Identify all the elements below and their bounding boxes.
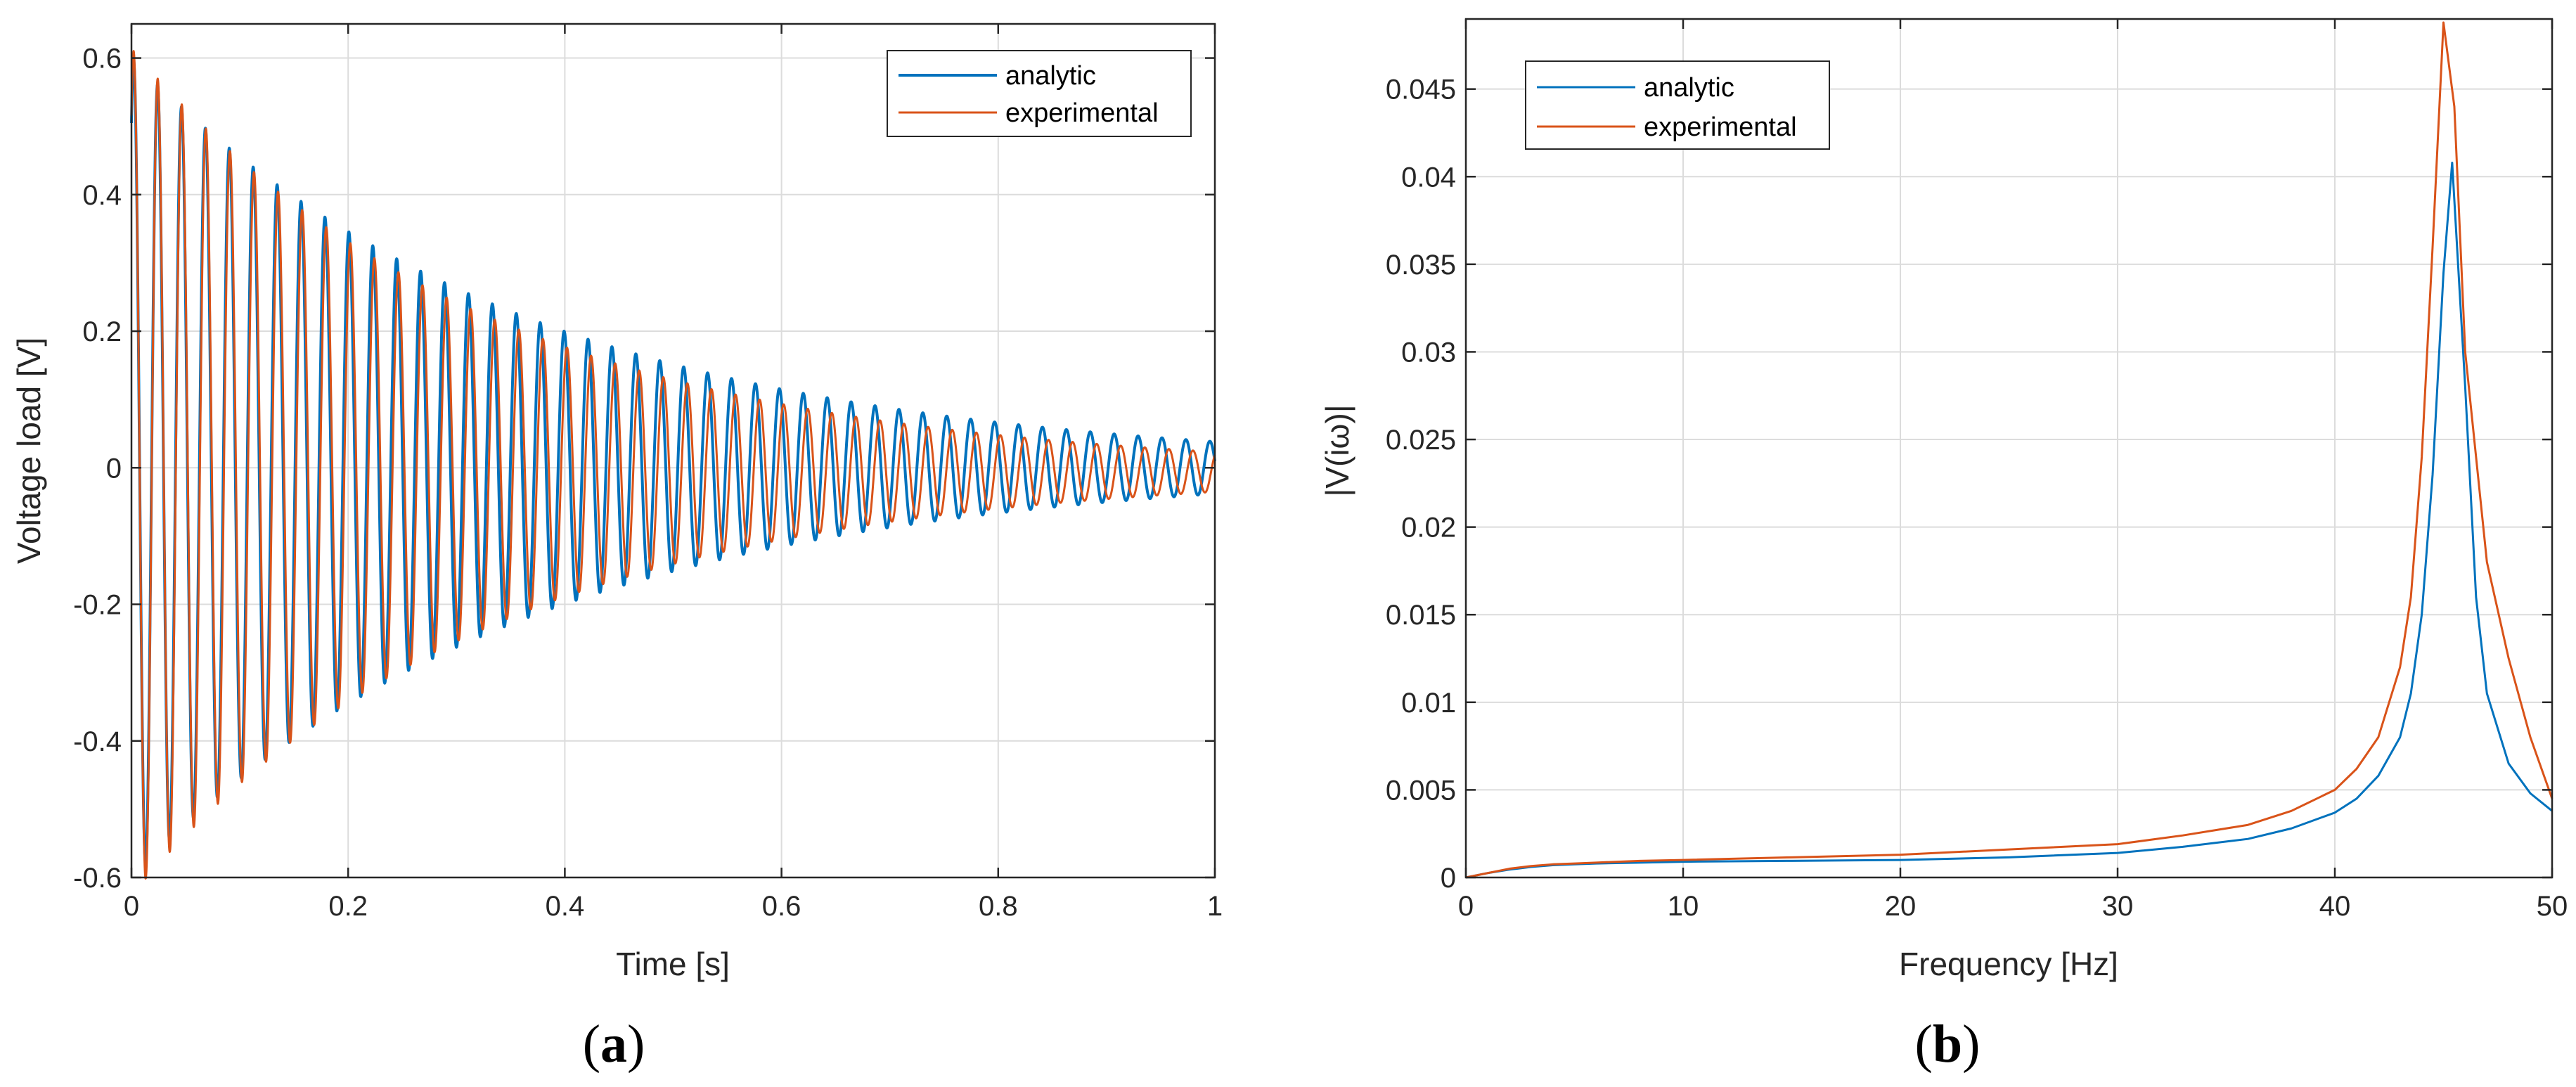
x-tick-label: 10 [1668,891,1699,922]
x-tick-label: 0.6 [762,891,801,922]
panel-b-ylabel: |V(iω)| [1319,404,1355,496]
panel-a-caption-letter: a [600,1015,627,1074]
panel-b-series [1465,21,2554,879]
panel-b-ticks: 0 10 20 30 40 50 0 0.005 0.01 0.015 0.02 0.025 0.03 0… [1386,19,2568,922]
legend-experimental-label: experimental [1644,112,1797,142]
panel-b-caption: (b) [1915,1015,1981,1074]
x-tick-label: 0 [1458,891,1474,922]
legend-analytic-label: analytic [1644,73,1734,103]
y-tick-label: 0.045 [1386,75,1456,105]
y-tick-label: 0.015 [1386,600,1456,631]
series-line-analytic [130,58,1216,865]
y-tick-label: 0.02 [1401,513,1456,544]
panel-a-legend-box [887,50,1192,137]
x-tick-label: 0 [124,891,139,922]
y-tick-label: -0.2 [73,590,122,621]
panel-a-axes-frame [130,22,1216,879]
legend-experimental-label: experimental [1005,98,1159,128]
y-tick-label: 0.025 [1386,425,1456,456]
y-tick-label: 0.005 [1386,775,1456,806]
series-line-experimental [130,50,1216,880]
x-tick-label: 0.2 [328,891,368,922]
panel-a-xlabel: Time [s] [616,946,730,982]
x-tick-label: 30 [2102,891,2134,922]
panel-a-time-response: 0 0.2 0.4 0.6 0.8 1 -0.6 -0.4 -0.2 0 0.2 0.4 0.6 Tim… [11,22,1223,1074]
y-tick-label: 0.04 [1401,162,1456,193]
series-line-experimental [1465,21,2554,879]
y-tick-label: 0.6 [82,44,122,75]
y-tick-label: 0.035 [1386,250,1456,281]
panel-a-legend: analytic experimental [887,50,1192,137]
y-tick-label: 0.4 [82,180,122,211]
x-tick-label: 40 [2319,891,2351,922]
y-tick-label: 0.2 [82,316,122,347]
y-tick-label: -0.4 [73,726,122,757]
series-line-analytic [1465,161,2553,879]
panel-a-ylabel: Voltage load [V] [11,337,47,564]
y-tick-label: 0 [106,453,122,484]
y-tick-label: 0.03 [1401,337,1456,368]
x-tick-label: 0.4 [546,891,585,922]
y-tick-label: 0 [1441,863,1456,894]
panel-b-frequency-response: 0 10 20 30 40 50 0 0.005 0.01 0.015 0.02 0.025 0.03 0… [1319,18,2568,1074]
x-tick-label: 0.8 [979,891,1018,922]
y-tick-label: 0.01 [1401,688,1456,719]
panel-b-xlabel: Frequency [Hz] [1899,946,2118,982]
x-tick-label: 1 [1207,891,1223,922]
panel-a-caption: (a) [583,1015,645,1074]
panel-a-ticks: 0 0.2 0.4 0.6 0.8 1 -0.6 -0.4 -0.2 0 0.2 0.4 0.6 [73,24,1223,922]
panel-b-legend: analytic experimental [1525,60,1830,150]
panel-b-axes-frame [1464,18,2554,879]
panel-b-caption-letter: b [1933,1015,1962,1074]
x-tick-label: 50 [2537,891,2568,922]
panel-a-series [130,50,1216,880]
panel-b-legend-box [1525,60,1830,150]
y-tick-label: -0.6 [73,863,122,894]
legend-analytic-label: analytic [1005,61,1096,91]
x-tick-label: 20 [1885,891,1917,922]
